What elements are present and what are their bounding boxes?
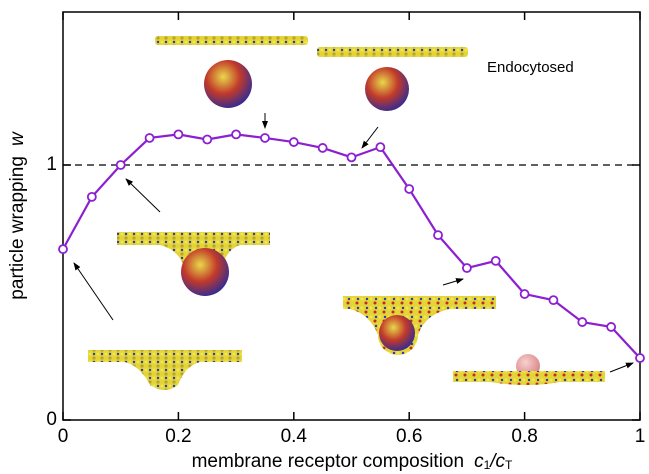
data-point [490, 255, 501, 266]
x-label-symbol: T [505, 458, 513, 472]
data-point [173, 129, 184, 140]
x-label-symbol: /c [488, 451, 505, 472]
membrane [155, 36, 308, 45]
data-point [519, 289, 530, 299]
arrow [125, 178, 161, 213]
data-point [317, 143, 328, 153]
data-point [635, 353, 645, 363]
particle [204, 60, 252, 108]
x-tick-label: 0.4 [281, 426, 308, 447]
x-label-symbol: c [474, 451, 484, 472]
x-tick-label: 0.2 [165, 426, 191, 447]
membrane [343, 296, 496, 355]
data-point [86, 191, 97, 202]
plot-frame [62, 11, 641, 421]
membrane [317, 47, 468, 57]
data-point [548, 295, 559, 306]
arrow [609, 362, 634, 373]
y-tick-label: 1 [46, 154, 57, 175]
data-point [115, 160, 126, 170]
data-line [62, 133, 641, 359]
data-point [404, 184, 415, 194]
data-point [606, 322, 617, 332]
data-point [144, 133, 155, 143]
arrow [442, 278, 464, 286]
particle [379, 315, 415, 351]
membrane [88, 350, 242, 390]
data-point [231, 129, 242, 140]
arrow [361, 126, 379, 149]
particle [181, 248, 229, 296]
particle [365, 67, 409, 111]
membrane [453, 371, 605, 385]
x-tick-label: 1 [635, 426, 646, 447]
data-point [375, 142, 386, 153]
data-point [260, 133, 270, 143]
y-label-symbol: w [7, 131, 28, 146]
data-point [577, 317, 588, 327]
annotation: Endocytosed [487, 59, 574, 76]
data-point [202, 134, 213, 145]
x-label-symbol: 1 [484, 458, 491, 472]
x-tick-label: 0 [58, 426, 69, 447]
y-axis-label: particle wrapping w [7, 131, 28, 300]
y-tick-label: 0 [46, 409, 57, 430]
x-label-text: membrane receptor composition [192, 451, 464, 472]
data-point [461, 263, 472, 273]
y-label-text: particle wrapping [7, 156, 28, 300]
illustrations [73, 36, 634, 390]
data-point [346, 152, 357, 163]
x-tick-label: 0.6 [396, 426, 422, 447]
x-tick-label: 0.8 [511, 426, 537, 447]
arrows [73, 113, 634, 373]
x-axis-label: membrane receptor composition c1/cT [192, 451, 513, 472]
data-point [288, 137, 299, 147]
data-point [58, 244, 68, 255]
arrow [73, 262, 114, 321]
data-point [433, 230, 443, 241]
